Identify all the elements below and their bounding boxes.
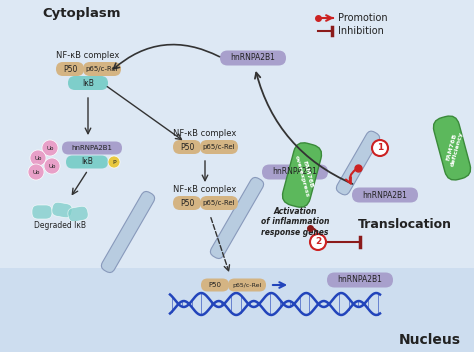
Text: p65/c-Rel: p65/c-Rel <box>203 144 235 150</box>
FancyBboxPatch shape <box>66 156 108 169</box>
Bar <box>0 268 474 352</box>
FancyBboxPatch shape <box>68 206 88 222</box>
FancyBboxPatch shape <box>83 62 121 76</box>
FancyBboxPatch shape <box>200 196 238 210</box>
Text: Cytoplasm: Cytoplasm <box>42 7 120 20</box>
Text: P50: P50 <box>209 282 221 288</box>
FancyBboxPatch shape <box>220 50 286 65</box>
Circle shape <box>310 234 326 250</box>
Circle shape <box>44 158 60 174</box>
Text: hnRNPA2B1: hnRNPA2B1 <box>230 54 275 63</box>
Text: P50: P50 <box>180 199 194 207</box>
FancyBboxPatch shape <box>433 116 471 180</box>
FancyBboxPatch shape <box>352 188 418 202</box>
FancyBboxPatch shape <box>200 140 238 154</box>
Text: Ub: Ub <box>48 163 56 169</box>
Circle shape <box>42 140 58 156</box>
FancyBboxPatch shape <box>283 143 321 207</box>
Text: Inhibition: Inhibition <box>338 26 384 36</box>
FancyBboxPatch shape <box>228 278 266 291</box>
Text: NF-κB complex: NF-κB complex <box>56 50 120 59</box>
FancyBboxPatch shape <box>68 76 108 90</box>
Text: P50: P50 <box>180 143 194 151</box>
Circle shape <box>28 164 44 180</box>
Text: Ub: Ub <box>46 145 54 151</box>
FancyBboxPatch shape <box>262 164 328 180</box>
Text: Ub: Ub <box>34 156 42 161</box>
FancyBboxPatch shape <box>201 278 229 291</box>
Text: hnRNPA2B1: hnRNPA2B1 <box>72 145 112 151</box>
Text: 2: 2 <box>315 238 321 246</box>
FancyBboxPatch shape <box>327 272 393 288</box>
Text: NF-κB complex: NF-κB complex <box>173 184 237 194</box>
Circle shape <box>372 140 388 156</box>
Text: p65/c-Rel: p65/c-Rel <box>86 66 118 72</box>
Text: IκB: IκB <box>82 78 94 88</box>
Text: P50: P50 <box>63 64 77 74</box>
Text: Translocation: Translocation <box>358 219 452 232</box>
FancyBboxPatch shape <box>52 202 72 218</box>
FancyBboxPatch shape <box>210 177 264 259</box>
Text: Ub: Ub <box>32 170 40 175</box>
FancyBboxPatch shape <box>101 191 155 272</box>
Text: p65/c-Rel: p65/c-Rel <box>203 200 235 206</box>
Text: FAM76B
overexpress: FAM76B overexpress <box>294 153 316 197</box>
Text: hnRNPA2B1: hnRNPA2B1 <box>363 190 408 200</box>
Text: P: P <box>112 159 116 164</box>
Text: hnRNPA2B1: hnRNPA2B1 <box>273 168 318 176</box>
Text: Activation
of inflammation
response genes: Activation of inflammation response gene… <box>261 207 329 237</box>
Text: Nucleus: Nucleus <box>399 333 461 347</box>
FancyBboxPatch shape <box>32 205 52 219</box>
FancyBboxPatch shape <box>337 131 380 195</box>
Circle shape <box>30 150 46 166</box>
Text: 1: 1 <box>377 144 383 152</box>
Circle shape <box>108 156 120 168</box>
Text: hnRNPA2B1: hnRNPA2B1 <box>337 276 383 284</box>
Text: Promotion: Promotion <box>338 13 388 23</box>
Text: FAM76B
deficiency: FAM76B deficiency <box>444 129 464 167</box>
Text: p65/c-Rel: p65/c-Rel <box>232 283 262 288</box>
Text: NF-κB complex: NF-κB complex <box>173 128 237 138</box>
Text: Degraded IκB: Degraded IκB <box>34 221 86 231</box>
FancyBboxPatch shape <box>62 142 122 155</box>
FancyBboxPatch shape <box>173 196 201 210</box>
FancyBboxPatch shape <box>173 140 201 154</box>
Text: IκB: IκB <box>81 157 93 166</box>
FancyBboxPatch shape <box>56 62 84 76</box>
